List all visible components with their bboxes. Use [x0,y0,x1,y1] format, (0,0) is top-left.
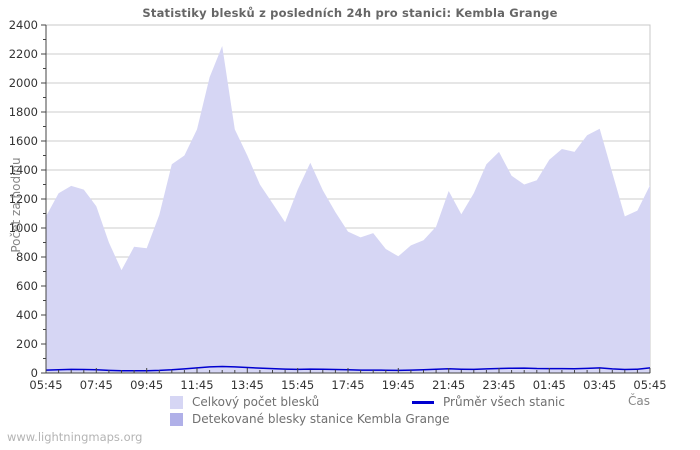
legend-label-total: Celkový počet blesků [192,395,320,409]
y-tick-label: 1800 [9,105,38,119]
y-tick-label: 200 [16,337,38,351]
legend-item-average: Průměr všech stanic [412,395,565,409]
x-tick-label: 13:45 [231,378,264,392]
x-tick-label: 19:45 [382,378,415,392]
y-tick-label: 1400 [9,163,38,177]
y-tick-label: 800 [16,250,38,264]
legend-label-station: Detekované blesky stanice Kembla Grange [192,412,450,426]
legend-item-total: Celkový počet blesků [170,395,319,409]
y-tick-label: 1000 [9,221,38,235]
y-tick-label: 0 [31,366,38,380]
x-tick-label: 09:45 [130,378,163,392]
x-tick-label: 05:45 [29,378,62,392]
x-tick-label: 01:45 [533,378,566,392]
legend-item-station: Detekované blesky stanice Kembla Grange [170,412,450,426]
y-tick-label: 2200 [9,47,38,61]
y-tick-label: 600 [16,279,38,293]
y-tick-label: 400 [16,308,38,322]
chart-title: Statistiky blesků z posledních 24h pro s… [142,6,558,20]
y-tick-label: 2400 [9,18,38,32]
area-series-0 [46,46,650,373]
x-tick-label: 03:45 [583,378,616,392]
y-tick-label: 2000 [9,76,38,90]
x-tick-label: 11:45 [180,378,213,392]
x-tick-label: 23:45 [482,378,515,392]
x-tick-label: 17:45 [331,378,364,392]
legend-label-average: Průměr všech stanic [443,395,565,409]
x-tick-label: 05:45 [633,378,666,392]
y-tick-label: 1200 [9,192,38,206]
x-tick-label: 07:45 [80,378,113,392]
watermark-link[interactable]: www.lightningmaps.org [7,430,143,444]
x-axis-title: Čas [628,394,650,408]
y-axis-title: Počet za hodinu [9,157,23,253]
average-line-swatch [412,400,434,404]
x-tick-label: 15:45 [281,378,314,392]
station-area-swatch [170,412,183,426]
total-area-swatch [170,395,183,409]
x-tick-label: 21:45 [432,378,465,392]
y-tick-label: 1600 [9,134,38,148]
